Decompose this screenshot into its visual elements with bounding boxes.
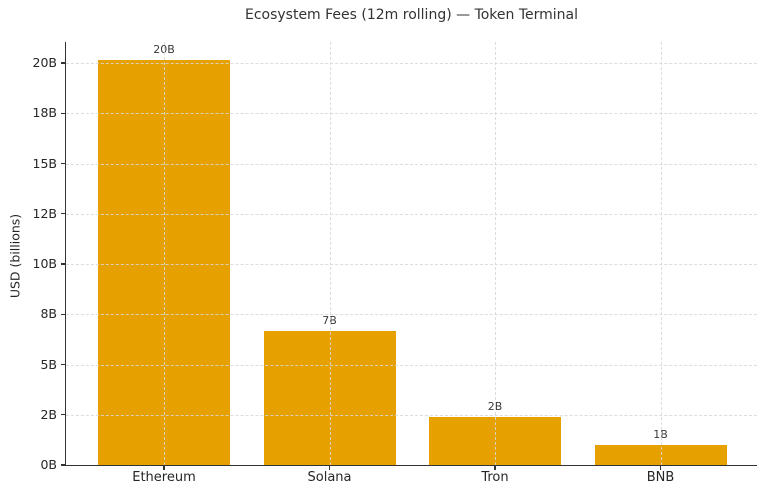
v-gridline: [660, 42, 662, 465]
y-tick-label: 10B: [32, 256, 57, 271]
x-tick-mark: [163, 466, 165, 470]
v-gridline: [495, 42, 496, 465]
x-tick-label: Solana: [307, 470, 352, 485]
bar-value-label: 20B: [153, 43, 175, 57]
y-tick-mark: [61, 363, 66, 366]
bar-value-label: 1B: [653, 427, 668, 441]
h-gridline: [66, 364, 757, 366]
y-tick-mark: [61, 162, 66, 165]
h-gridline: [66, 63, 757, 64]
y-tick-label: 18B: [32, 105, 57, 121]
y-tick-mark: [61, 62, 66, 64]
h-gridline: [66, 314, 757, 316]
h-gridline: [66, 113, 757, 115]
x-tick-mark: [659, 466, 662, 470]
x-tick-label: Ethereum: [132, 470, 196, 485]
x-axis-line: [64, 464, 757, 467]
x-tick-mark: [328, 466, 331, 470]
y-tick-mark: [61, 414, 66, 416]
y-tick-label: 8B: [40, 306, 57, 322]
bar-value-label: 7B: [322, 314, 337, 327]
y-tick-mark: [61, 112, 66, 114]
y-tick-label: 5B: [40, 356, 57, 372]
y-tick-label: 20B: [32, 55, 57, 70]
x-tick-mark: [494, 466, 496, 470]
y-axis-line: [64, 42, 67, 467]
v-gridline: [329, 42, 331, 465]
y-tick-label: 12B: [32, 205, 57, 221]
y-tick-label: 2B: [40, 406, 57, 422]
y-tick-mark: [61, 213, 66, 215]
bar-value-label: 2B: [487, 400, 503, 414]
y-tick-mark: [61, 263, 66, 265]
chart-title: Ecosystem Fees (12m rolling) — Token Ter…: [244, 7, 579, 23]
y-tick-label: 15B: [32, 155, 57, 171]
y-tick-mark: [61, 464, 66, 466]
h-gridline: [66, 264, 757, 265]
h-gridline: [66, 163, 757, 165]
h-gridline: [66, 414, 757, 416]
h-gridline: [66, 213, 757, 215]
x-tick-label: BNB: [646, 470, 675, 485]
v-gridline: [164, 42, 165, 465]
x-tick-label: Tron: [481, 470, 509, 485]
y-tick-mark: [61, 313, 66, 315]
y-tick-label: 0B: [40, 457, 57, 472]
